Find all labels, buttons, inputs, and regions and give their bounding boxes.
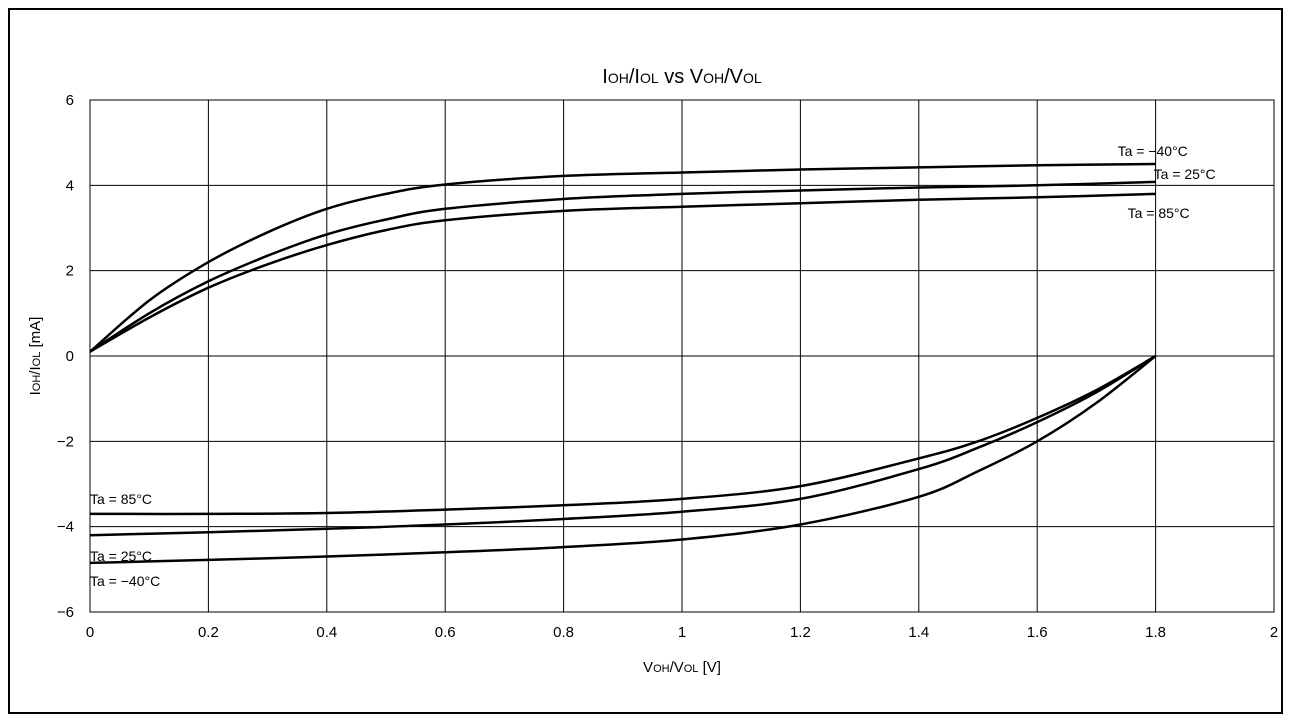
- x-tick-label: 1: [678, 624, 686, 641]
- series-line: [90, 356, 1156, 514]
- y-tick-label: 0: [66, 348, 74, 365]
- series-line: [90, 356, 1156, 535]
- series-line: [90, 164, 1156, 352]
- x-tick-label: 1.8: [1145, 624, 1166, 641]
- x-tick-label: 2: [1270, 624, 1278, 641]
- y-tick-label: 2: [66, 263, 74, 280]
- y-axis-label: IOH/IOL [mA]: [27, 317, 44, 396]
- x-tick-label: 1.2: [790, 624, 811, 641]
- curves: [90, 164, 1156, 563]
- curve-label: Ta = 25°C: [90, 548, 152, 564]
- curve-label: Ta = −40°C: [90, 573, 160, 589]
- y-tick-label: 4: [66, 177, 74, 194]
- y-tick-label: −2: [57, 433, 74, 450]
- x-tick-label: 0.6: [435, 624, 456, 641]
- x-tick-label: 1.4: [908, 624, 929, 641]
- series-line: [90, 194, 1156, 352]
- x-tick-label: 0.8: [553, 624, 574, 641]
- x-axis-label: VOH/VOL [V]: [643, 659, 721, 676]
- iv-chart: 0 0.2 0.4 0.6 0.8 1 1.2 1.4 1.6 1.8 2 −6 −4 −2 0 2 4 6 Ta…: [10, 10, 1281, 712]
- curve-label: Ta = 85°C: [1128, 205, 1190, 221]
- y-tick-label: 6: [66, 92, 74, 109]
- chart-title: IOH/IOL vs VOH/VOL: [602, 66, 762, 88]
- grid: [90, 100, 1274, 612]
- chart-frame: 0 0.2 0.4 0.6 0.8 1 1.2 1.4 1.6 1.8 2 −6 −4 −2 0 2 4 6 Ta…: [8, 8, 1283, 714]
- x-tick-label: 0.2: [198, 624, 219, 641]
- x-tick-label: 1.6: [1027, 624, 1048, 641]
- curve-label: Ta = 85°C: [90, 491, 152, 507]
- curve-label: Ta = 25°C: [1154, 166, 1216, 182]
- y-tick-label: −6: [57, 604, 74, 621]
- x-tick-label: 0: [86, 624, 94, 641]
- curve-labels: Ta = −40°C Ta = 25°C Ta = 85°C Ta = 85°C Ta …: [90, 143, 1216, 589]
- curve-label: Ta = −40°C: [1118, 143, 1188, 159]
- x-tick-label: 0.4: [316, 624, 337, 641]
- y-tick-label: −4: [57, 519, 74, 536]
